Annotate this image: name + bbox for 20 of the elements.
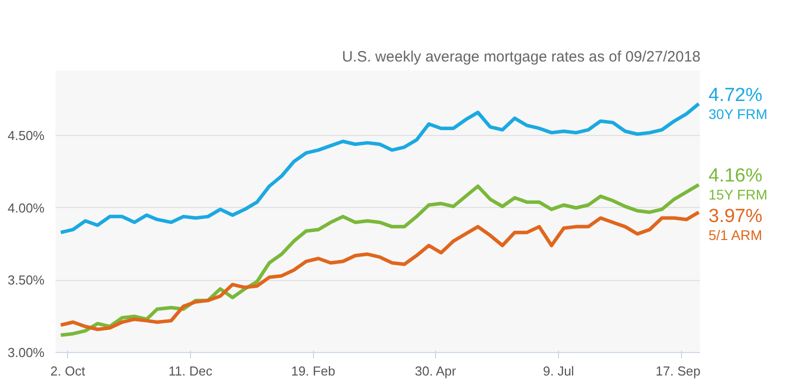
y-tick-label: 3.50% xyxy=(8,272,45,288)
data-label: 4.16% xyxy=(708,166,762,187)
x-tick-label: 19. Feb xyxy=(291,364,336,378)
x-tick-label: 2. Oct xyxy=(50,364,86,378)
x-tick-label: 17. Sep xyxy=(656,364,701,378)
data-label: 4.72% xyxy=(708,84,762,106)
series-label: 30Y FRM xyxy=(708,106,768,122)
series-label: 5/1 ARM xyxy=(708,227,762,244)
line-series xyxy=(59,102,700,234)
data-label: 3.97% xyxy=(708,206,762,228)
line-series xyxy=(59,182,700,337)
series-label: 15Y FRM xyxy=(708,186,768,203)
y-tick-label: 4.50% xyxy=(8,128,45,144)
x-tick-label: 30. Apr xyxy=(414,364,457,378)
x-tick-label: 9. Jul xyxy=(542,364,574,378)
chart-subtitle: U.S. weekly average mortgage rates as of 09/27/2018 xyxy=(342,48,701,66)
x-tick-label: 11. Dec xyxy=(168,364,213,378)
line-series xyxy=(59,210,700,332)
y-tick-label: 3.00% xyxy=(8,345,45,360)
y-tick-label: 4.00% xyxy=(8,200,45,216)
